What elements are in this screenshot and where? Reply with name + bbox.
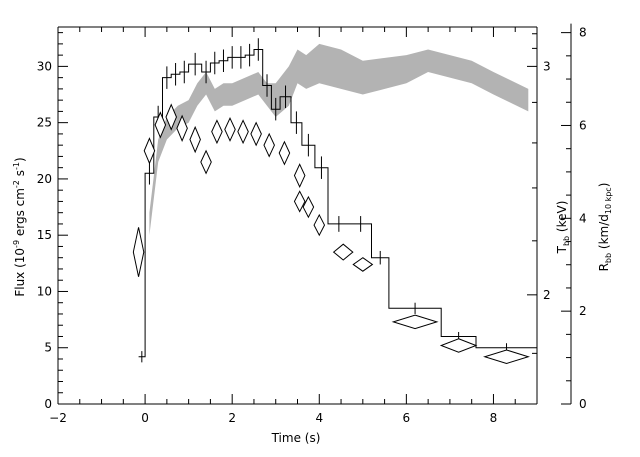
x-tick-label: 0 bbox=[141, 411, 149, 425]
temperature-diamond bbox=[483, 349, 530, 365]
temperature-diamond bbox=[189, 125, 201, 154]
y-tick-label: 10 bbox=[37, 284, 52, 298]
temperature-diamond bbox=[165, 103, 177, 131]
temperature-diamond bbox=[313, 213, 326, 237]
temperature-diamond bbox=[176, 114, 188, 142]
radius-tick-label: 2 bbox=[579, 304, 587, 318]
temperature-diamond bbox=[143, 137, 156, 165]
temperature-diamond bbox=[439, 338, 478, 353]
temperature-diamond bbox=[200, 149, 212, 175]
radius-band bbox=[149, 43, 529, 236]
y-tick-label: 20 bbox=[37, 172, 52, 186]
temperature-diamond bbox=[302, 195, 315, 219]
temperature-diamond bbox=[224, 116, 236, 142]
x-axis-label: Time (s) bbox=[271, 431, 321, 445]
flux-step-line bbox=[138, 49, 537, 358]
temperature-tick-label: 2 bbox=[543, 288, 551, 302]
temperature-diamond bbox=[293, 163, 306, 188]
temperature-diamond bbox=[263, 132, 275, 158]
temperature-diamond bbox=[211, 119, 223, 145]
y-tick-label: 25 bbox=[37, 116, 52, 130]
y-tick-label: 5 bbox=[44, 341, 52, 355]
x-tick-label: −2 bbox=[49, 411, 67, 425]
y-axis-label-right-radius: Rbb (km/d10 kpc) bbox=[597, 183, 613, 272]
x-tick-label: 4 bbox=[315, 411, 323, 425]
radius-tick-label: 0 bbox=[579, 397, 587, 411]
temperature-diamond bbox=[278, 140, 291, 166]
y-tick-label: 0 bbox=[44, 397, 52, 411]
temperature-diamond bbox=[332, 243, 354, 261]
y-tick-label: 30 bbox=[37, 59, 52, 73]
temperature-diamond bbox=[293, 190, 306, 213]
x-tick-label: 8 bbox=[490, 411, 498, 425]
x-tick-label: 2 bbox=[228, 411, 236, 425]
temperature-diamond bbox=[237, 119, 249, 145]
temperature-diamond bbox=[132, 227, 145, 277]
temperature-tick-label: 3 bbox=[543, 59, 551, 73]
radius-tick-label: 8 bbox=[579, 26, 587, 40]
radius-tick-label: 4 bbox=[579, 211, 587, 225]
temperature-diamond bbox=[391, 314, 439, 330]
temperature-diamond bbox=[154, 111, 167, 139]
y-tick-label: 15 bbox=[37, 228, 52, 242]
y-axis-label-left: Flux (10-9 ergs cm-2 s-1) bbox=[12, 157, 27, 296]
x-tick-label: 6 bbox=[403, 411, 411, 425]
temperature-diamond bbox=[352, 257, 374, 272]
radius-tick-label: 6 bbox=[579, 118, 587, 132]
temperature-diamond bbox=[250, 121, 262, 147]
y-axis-label-right-temperature: Tbb (keV) bbox=[555, 201, 571, 255]
